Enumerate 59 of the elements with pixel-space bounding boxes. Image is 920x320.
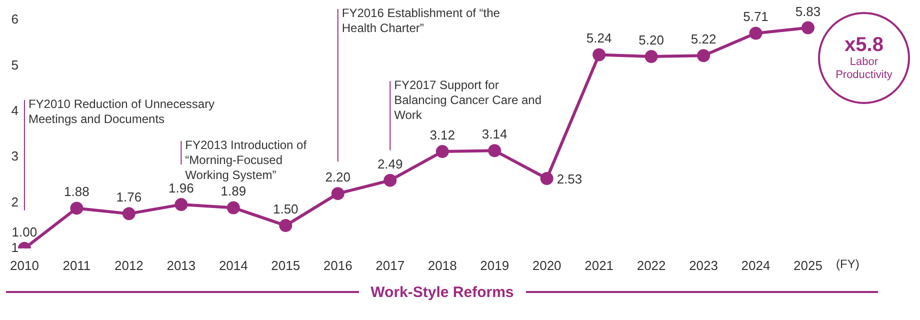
- x-tick-label: 2014: [218, 258, 248, 273]
- annotation: FY2010 Reduction of Unnecessary Meetings and Documents: [28, 97, 216, 127]
- x-tick-label: 2020: [532, 258, 562, 273]
- data-label: 5.24: [586, 30, 612, 46]
- y-tick-label: 1: [11, 240, 18, 255]
- x-axis-title: (FY): [836, 257, 860, 272]
- span-bracket: Work-Style Reforms: [6, 282, 878, 302]
- point: [697, 49, 710, 62]
- data-label: 5.20: [638, 32, 664, 48]
- annotation: FY2013 Introduction of “Morning-Focused Working System”: [185, 138, 308, 183]
- y-tick-label: 3: [11, 148, 18, 164]
- y-tick-label: 2: [11, 194, 18, 210]
- data-label: 1.89: [220, 184, 246, 199]
- annotation: FY2016 Establishment of “the Health Charter”: [342, 6, 501, 36]
- data-label: 1.50: [272, 202, 298, 217]
- point: [226, 201, 240, 214]
- data-label: 2.20: [325, 170, 351, 185]
- data-label: 3.12: [430, 128, 456, 143]
- x-tick-label: 2010: [10, 258, 39, 273]
- point: [488, 144, 502, 158]
- x-tick-label: 2016: [323, 258, 352, 273]
- x-tick-label: 2018: [428, 258, 457, 273]
- x-tick-label: 2023: [689, 258, 718, 273]
- point: [70, 202, 84, 215]
- x-tick-label: 2022: [636, 258, 666, 273]
- y-tick-label: 6: [11, 12, 18, 27]
- data-label: 1.88: [64, 184, 90, 200]
- data-label: 5.83: [795, 4, 821, 19]
- y-tick-label: 5: [11, 57, 18, 72]
- data-label: 2.53: [556, 172, 582, 187]
- point: [331, 187, 344, 200]
- point: [802, 21, 814, 34]
- data-label: 5.22: [690, 32, 716, 47]
- data-label: 1.96: [168, 180, 194, 196]
- point: [540, 172, 554, 186]
- x-tick-label: 2013: [166, 258, 196, 273]
- point: [174, 198, 188, 212]
- y-tick-label: 4: [11, 102, 18, 118]
- data-label: 5.71: [743, 9, 768, 24]
- point: [279, 219, 292, 232]
- point: [122, 207, 136, 220]
- data-label: 1.00: [12, 224, 38, 240]
- x-tick-label: 2012: [114, 258, 144, 273]
- x-tick-label: 2021: [584, 258, 614, 273]
- point: [384, 174, 397, 187]
- x-tick-label: 2024: [741, 258, 770, 273]
- x-tick-label: 2015: [271, 258, 300, 273]
- data-label: 1.76: [116, 190, 142, 205]
- point: [592, 48, 606, 62]
- x-tick-label: 2011: [62, 258, 91, 273]
- annotation: FY2017 Support for Balancing Cancer Care and Work: [394, 78, 543, 123]
- point: [436, 145, 449, 158]
- point: [644, 50, 658, 64]
- data-label: 2.49: [377, 156, 403, 172]
- x-tick-label: 2019: [480, 258, 510, 273]
- x-tick-label: 2025: [794, 258, 822, 273]
- x-tick-label: 2017: [376, 258, 405, 273]
- point: [749, 26, 762, 40]
- data-label: 3.14: [482, 126, 508, 142]
